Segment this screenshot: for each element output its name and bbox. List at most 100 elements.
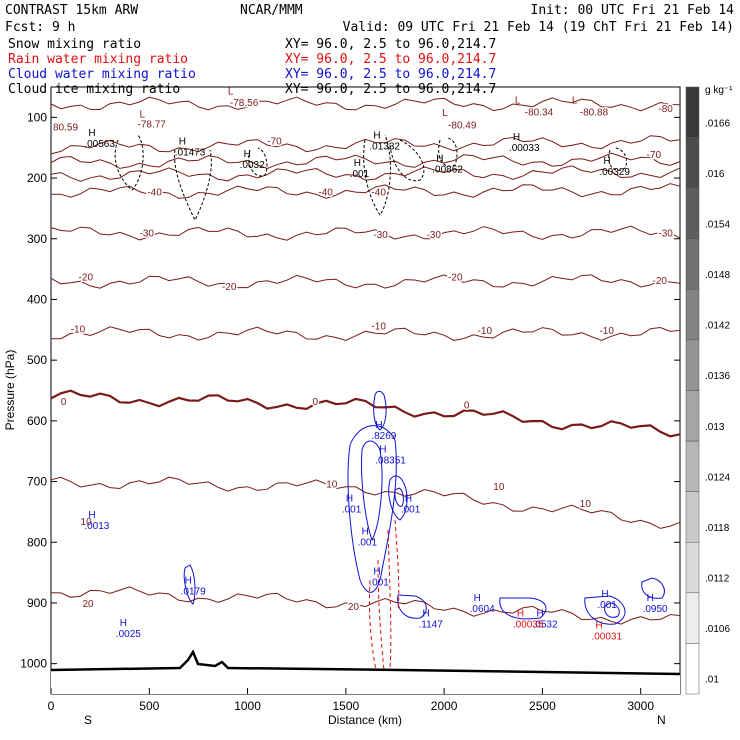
isotherm--80 <box>50 96 681 112</box>
contour-label: 80.59 <box>53 122 78 133</box>
snow-contour <box>114 134 144 191</box>
high-marker: H <box>423 608 430 619</box>
high-marker: H <box>120 618 127 629</box>
high-marker: H <box>379 444 386 455</box>
high-marker: H <box>346 494 353 505</box>
low-marker: L <box>139 109 145 120</box>
contour-label: 10 <box>81 517 93 528</box>
contour-label: -10 <box>478 326 493 337</box>
colorbar-tick-label: .0118 <box>705 523 730 534</box>
snow-contour <box>248 147 268 177</box>
contour-label: 20 <box>82 599 94 610</box>
colorbar: .0166 .016 .0154 .0148 .0142 .0136 .013 .0124 .0… <box>685 86 730 695</box>
field-name-cloud-ice: Cloud ice mixing ratio <box>8 82 180 97</box>
cloud-water-contour <box>584 595 626 625</box>
contour-label: -78.77 <box>138 119 167 130</box>
x-axis: 0 500 1000 1500 2000 2500 3000 <box>48 688 654 713</box>
extremum-value: .00329 <box>599 167 630 178</box>
extremum-value: .001 <box>369 577 389 588</box>
x-axis-title: Distance (km) <box>328 713 402 727</box>
colorbar-tick-label: .0112 <box>705 574 730 585</box>
extremum-value: .001 <box>401 505 421 516</box>
extremum-value: .08351 <box>375 455 406 466</box>
high-marker: H <box>603 156 610 167</box>
high-marker: H <box>373 566 380 577</box>
isotherm--30 <box>50 225 681 241</box>
colorbar-cell <box>685 643 700 695</box>
rain-contour <box>368 579 377 671</box>
y-tick-label: 200 <box>27 171 47 185</box>
cloud-water-contour <box>604 602 620 618</box>
contour-label: -40 <box>371 187 386 198</box>
isotherm-0 <box>50 389 681 438</box>
isotherm--70 <box>50 135 681 155</box>
y-tick-label: 900 <box>27 596 47 610</box>
cloud-water-contour <box>183 564 196 605</box>
field-xy-cloud-water: XY= 96.0, 2.5 to 96.0,214.7 <box>285 67 496 82</box>
high-marker: H <box>88 510 95 521</box>
high-marker: H <box>601 589 608 600</box>
extremum-value: .001 <box>342 505 362 516</box>
snow-contour <box>389 139 425 182</box>
colorbar-cell <box>685 592 700 644</box>
snow-contour <box>608 147 628 171</box>
colorbar-cell <box>685 137 700 189</box>
x-tick-label: 2000 <box>431 699 458 713</box>
contour-label: -40 <box>147 187 162 198</box>
colorbar-tick-label: .0124 <box>705 472 730 483</box>
extremum-value: .8269 <box>371 431 396 442</box>
extremum-value: .00031 <box>591 631 622 642</box>
high-marker: H <box>179 137 186 148</box>
contour-label: -70 <box>267 136 282 147</box>
contour-label: -30 <box>373 230 388 241</box>
snow-contour <box>174 149 212 222</box>
extremum-value: .0032 <box>240 160 265 171</box>
cloud-water-contour <box>361 440 383 542</box>
extremum-value: .00035 <box>513 619 544 630</box>
contour-label: -20 <box>653 276 668 287</box>
extremum-value: .00033 <box>509 143 540 154</box>
isotherm--40 <box>50 183 681 199</box>
high-marker: H <box>185 576 192 587</box>
cloud-water-contour <box>388 475 408 521</box>
contour-label: 10 <box>580 499 592 510</box>
cloud-water-contour <box>499 597 547 620</box>
x-tick-label: 500 <box>139 699 159 713</box>
rain-contour <box>377 559 385 671</box>
high-marker: H <box>595 620 602 631</box>
colorbar-tick-label: .013 <box>705 422 725 433</box>
contour-label: -80 <box>658 104 673 115</box>
extremum-value: .0532 <box>533 619 558 630</box>
rain-contour <box>387 529 392 669</box>
contour-label: 0 <box>464 400 470 411</box>
contour-label: -10 <box>599 326 614 337</box>
high-marker: H <box>375 420 382 431</box>
contour-label: -80.49 <box>448 121 477 132</box>
field-xy-rain: XY= 96.0, 2.5 to 96.0,214.7 <box>285 52 496 67</box>
contour-label: -80.88 <box>580 107 609 118</box>
isotherm--20 <box>50 274 681 289</box>
contour-label: -30 <box>658 229 673 240</box>
high-marker: H <box>537 608 544 619</box>
snow-contour <box>438 137 458 167</box>
contour-label: -70 <box>647 150 662 161</box>
extremum-value: .0604 <box>470 604 495 615</box>
cloud-water-contour <box>347 425 397 593</box>
isotherm--50 <box>50 165 681 182</box>
extremum-value: .01473 <box>175 148 206 159</box>
contour-label: -20 <box>448 272 463 283</box>
x-tick-label: 2500 <box>529 699 556 713</box>
low-marker: L <box>515 95 521 106</box>
contour-label: -10 <box>371 322 386 333</box>
contour-label: -78.56 <box>230 98 259 109</box>
colorbar-tick-label: .0154 <box>705 219 730 230</box>
y-tick-label: 300 <box>27 232 47 246</box>
cloud-water-contour <box>373 390 387 431</box>
field-name-rain: Rain water mixing ratio <box>8 52 188 67</box>
contour-label: -30 <box>426 230 441 241</box>
high-marker: H <box>88 128 95 139</box>
extremum-value: .001 <box>358 537 378 548</box>
high-marker: H <box>517 608 524 619</box>
contour-label: 10 <box>493 482 505 493</box>
field-name-snow: Snow mixing ratio <box>8 37 141 52</box>
